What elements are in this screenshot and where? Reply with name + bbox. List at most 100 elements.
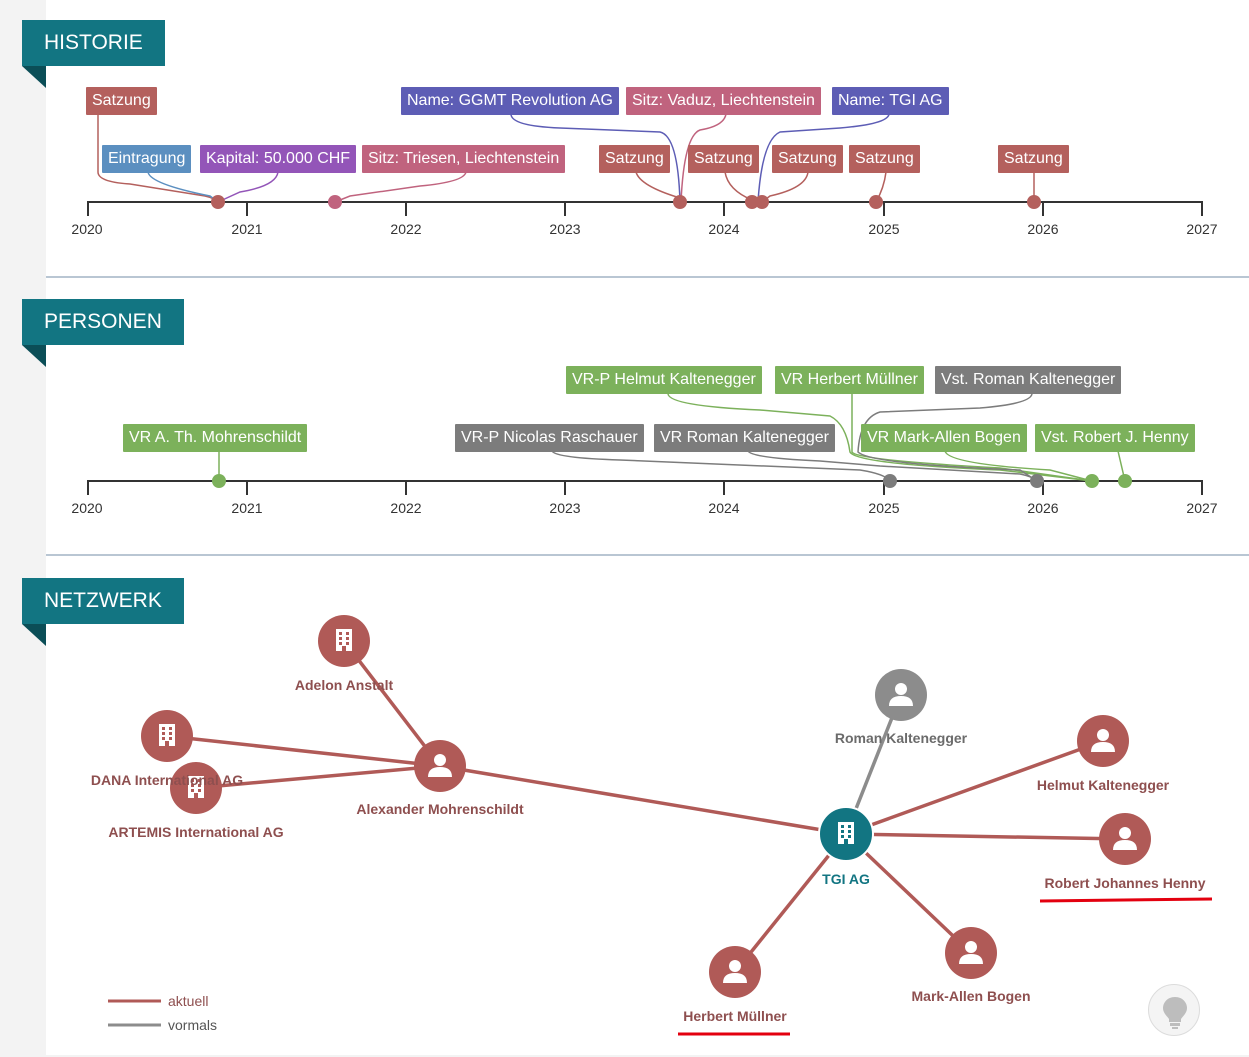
- edge-artemis-alexander: [195, 764, 441, 790]
- connector-name-tgi: [757, 113, 890, 203]
- historie-tick-2025: 2025: [868, 221, 900, 237]
- event-dot[interactable]: [328, 195, 342, 209]
- event-dot[interactable]: [755, 195, 769, 209]
- connector-satzung-4: [761, 171, 809, 203]
- event-tag-name-tgi[interactable]: Name: TGI AG: [832, 87, 949, 115]
- edge-mark-tgi: [844, 832, 973, 955]
- edge-robert-tgi: [845, 832, 1126, 841]
- event-tag-eintragung[interactable]: Eintragung: [102, 145, 192, 173]
- node-robert[interactable]: [1099, 813, 1151, 865]
- historie-panel: [46, 0, 1249, 278]
- node-helmut[interactable]: [1077, 715, 1129, 767]
- connector-vr-bogen: [944, 450, 1093, 482]
- node-artemis[interactable]: [170, 762, 222, 814]
- person-tag-vr-roman[interactable]: VR Roman Kaltenegger: [654, 424, 835, 452]
- connector-sitz-triesen: [334, 171, 467, 203]
- connector-vst-roman: [857, 393, 1038, 482]
- netzwerk-title: NETZWERK: [22, 578, 184, 624]
- person-event-dot[interactable]: [1030, 474, 1044, 488]
- node-adelon[interactable]: [318, 615, 370, 667]
- event-tag-sitz-triesen[interactable]: Sitz: Triesen, Liechtenstein: [362, 145, 566, 173]
- person-event-dot[interactable]: [883, 474, 897, 488]
- connector-sitz-vaduz: [680, 113, 727, 203]
- edge-dana-alexander: [166, 734, 441, 768]
- node-label-artemis: ARTEMIS International AG: [108, 824, 284, 840]
- event-dot[interactable]: [673, 195, 687, 209]
- node-roman[interactable]: [875, 669, 927, 721]
- person-event-dot[interactable]: [1085, 474, 1099, 488]
- historie-axis-ticks: [87, 202, 1203, 216]
- event-tag-satzung[interactable]: Satzung: [599, 145, 670, 173]
- node-alexander[interactable]: [414, 740, 466, 792]
- person-event-dot[interactable]: [1118, 474, 1132, 488]
- connector-name-ggmt: [510, 113, 681, 203]
- event-dot[interactable]: [1027, 195, 1041, 209]
- edge-helmut-tgi: [845, 739, 1104, 836]
- node-label-herbert: Herbert Müllner: [683, 1008, 787, 1024]
- node-label-roman: Roman Kaltenegger: [834, 730, 968, 746]
- node-label-robert: Robert Johannes Henny: [1044, 875, 1206, 891]
- lightbulb-icon: [1163, 997, 1187, 1029]
- edge-herbert-tgi: [733, 832, 848, 974]
- historie-tick-2022: 2022: [390, 221, 422, 237]
- event-tag-sitz-vaduz[interactable]: Sitz: Vaduz, Liechtenstein: [626, 87, 821, 115]
- hint-button[interactable]: [1148, 984, 1200, 1036]
- personen-tick-2024: 2024: [708, 500, 740, 516]
- personen-tick-2025: 2025: [868, 500, 900, 516]
- node-dana[interactable]: [141, 710, 193, 762]
- legend-label-former: vormals: [168, 1017, 218, 1033]
- event-tag-satzung[interactable]: Satzung: [998, 145, 1069, 173]
- personen-tick-2027: 2027: [1186, 500, 1218, 516]
- connector-satzung-2: [635, 171, 681, 199]
- person-tag-vr-bogen[interactable]: VR Mark-Allen Bogen: [861, 424, 1027, 452]
- node-tgi[interactable]: [818, 806, 874, 862]
- historie-tick-2020: 2020: [71, 221, 103, 237]
- event-tag-name-ggmt[interactable]: Name: GGMT Revolution AG: [401, 87, 619, 115]
- event-tag-satzung[interactable]: Satzung: [772, 145, 843, 173]
- person-tag-vrp-raschauer[interactable]: VR-P Nicolas Raschauer: [455, 424, 644, 452]
- event-dot[interactable]: [211, 195, 225, 209]
- event-dot[interactable]: [745, 195, 759, 209]
- historie-tick-2027: 2027: [1186, 221, 1218, 237]
- personen-title: PERSONEN: [22, 299, 184, 345]
- event-tag-satzung[interactable]: Satzung: [849, 145, 920, 173]
- node-label-alexander: Alexander Mohrenschildt: [356, 801, 524, 817]
- historie-tick-2024: 2024: [708, 221, 740, 237]
- legend-label-current: aktuell: [168, 993, 209, 1009]
- connector-vr-herbert: [851, 394, 1093, 482]
- person-event-dot[interactable]: [212, 474, 226, 488]
- node-label-helmut: Helmut Kaltenegger: [1036, 777, 1170, 793]
- edge-adelon-alexander: [342, 639, 442, 768]
- person-tag-vst-henny[interactable]: Vst. Robert J. Henny: [1035, 424, 1195, 452]
- person-tag-vrp-helmut[interactable]: VR-P Helmut Kaltenegger: [566, 366, 762, 394]
- person-tag-vst-roman[interactable]: Vst. Roman Kaltenegger: [935, 366, 1122, 394]
- personen-tick-2026: 2026: [1027, 500, 1059, 516]
- connector-kapital: [217, 171, 279, 203]
- connector-eintragung: [147, 171, 219, 203]
- netzwerk-title-fold: [22, 624, 46, 646]
- person-tag-vr-herbert[interactable]: VR Herbert Müllner: [775, 366, 924, 394]
- event-tag-kapital[interactable]: Kapital: 50.000 CHF: [200, 145, 357, 173]
- event-dot[interactable]: [869, 195, 883, 209]
- event-tag-satzung[interactable]: Satzung: [86, 87, 157, 115]
- personen-tick-2021: 2021: [231, 500, 263, 516]
- historie-tick-2026: 2026: [1027, 221, 1059, 237]
- connector-vrp-helmut: [667, 393, 1093, 482]
- node-herbert[interactable]: [709, 946, 761, 998]
- personen-title-fold: [22, 345, 46, 367]
- historie-tick-2023: 2023: [549, 221, 581, 237]
- event-tag-satzung[interactable]: Satzung: [688, 145, 759, 173]
- historie-title: HISTORIE: [22, 20, 165, 66]
- historie-tick-2021: 2021: [231, 221, 263, 237]
- edge-alexander-tgi: [439, 764, 847, 836]
- node-mark[interactable]: [945, 927, 997, 979]
- person-tag-vr-mohrenschildt[interactable]: VR A. Th. Mohrenschildt: [123, 424, 308, 452]
- timeline-connectors: [87, 113, 1203, 495]
- node-label-tgi: TGI AG: [822, 871, 870, 887]
- personen-tick-2020: 2020: [71, 500, 103, 516]
- node-label-dana: DANA International AG: [90, 772, 244, 788]
- node-label-adelon: Adelon Anstalt: [294, 677, 394, 693]
- node-label-mark: Mark-Allen Bogen: [911, 988, 1031, 1004]
- highlight-underline-robert: [1039, 897, 1213, 903]
